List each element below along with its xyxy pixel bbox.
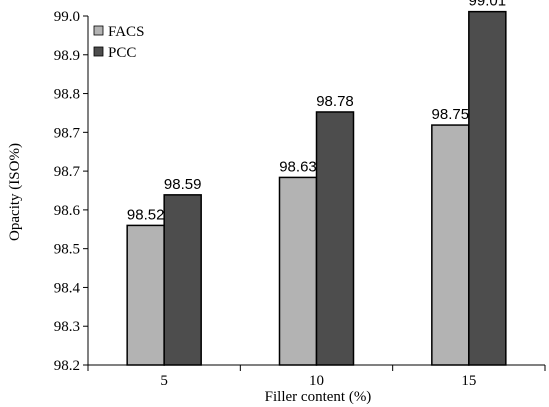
data-label-facs-10: 98.63 bbox=[279, 158, 317, 175]
bar-pcc-5 bbox=[163, 194, 202, 366]
data-label-facs-15: 98.75 bbox=[432, 106, 470, 123]
y-tick-label: 98.7 bbox=[54, 125, 81, 141]
x-tick-label: 10 bbox=[309, 373, 324, 389]
bar-facs-10 bbox=[278, 176, 318, 366]
legend-label-facs: FACS bbox=[108, 24, 144, 40]
bar-facs-15 bbox=[431, 124, 470, 366]
x-tick-label: 5 bbox=[160, 373, 168, 389]
bars bbox=[126, 10, 507, 366]
y-tick-label: 98.4 bbox=[54, 280, 81, 296]
y-tick-label: 98.6 bbox=[54, 203, 81, 219]
y-tick-label: 99.0 bbox=[54, 9, 80, 25]
y-tick-label: 98.5 bbox=[54, 242, 80, 258]
bar-pcc-10 bbox=[315, 111, 355, 366]
bar-pcc-15 bbox=[468, 10, 507, 366]
x-axis-title: Filler content (%) bbox=[265, 389, 372, 405]
y-axis-title: Opacity (ISO%) bbox=[7, 143, 23, 241]
bar-facs-5 bbox=[126, 224, 165, 366]
data-label-facs-5: 98.52 bbox=[127, 206, 165, 223]
data-label-pcc-15: 99.01 bbox=[469, 0, 507, 10]
data-labels: 98.52 98.59 98.63 98.78 98.75 99.01 bbox=[127, 0, 506, 223]
x-axis-ticks: 5 10 15 bbox=[87, 365, 546, 389]
x-tick-label: 15 bbox=[461, 373, 476, 389]
y-tick-label: 98.7 bbox=[54, 164, 81, 180]
data-label-pcc-5: 98.59 bbox=[164, 176, 202, 193]
legend-swatch-facs bbox=[93, 25, 104, 36]
y-tick-label: 98.8 bbox=[54, 87, 80, 103]
legend-swatch-pcc bbox=[93, 46, 104, 57]
legend-label-pcc: PCC bbox=[108, 45, 136, 61]
y-tick-label: 98.9 bbox=[54, 48, 80, 64]
y-tick-label: 98.2 bbox=[54, 358, 80, 374]
y-axis-ticks: 98.2 98.3 98.4 98.5 98.6 98.7 98.7 98.8 98.9 99.0 bbox=[54, 9, 88, 374]
legend: FACS PCC bbox=[93, 24, 144, 61]
y-tick-label: 98.3 bbox=[54, 319, 80, 335]
data-label-pcc-10: 98.78 bbox=[316, 93, 354, 110]
